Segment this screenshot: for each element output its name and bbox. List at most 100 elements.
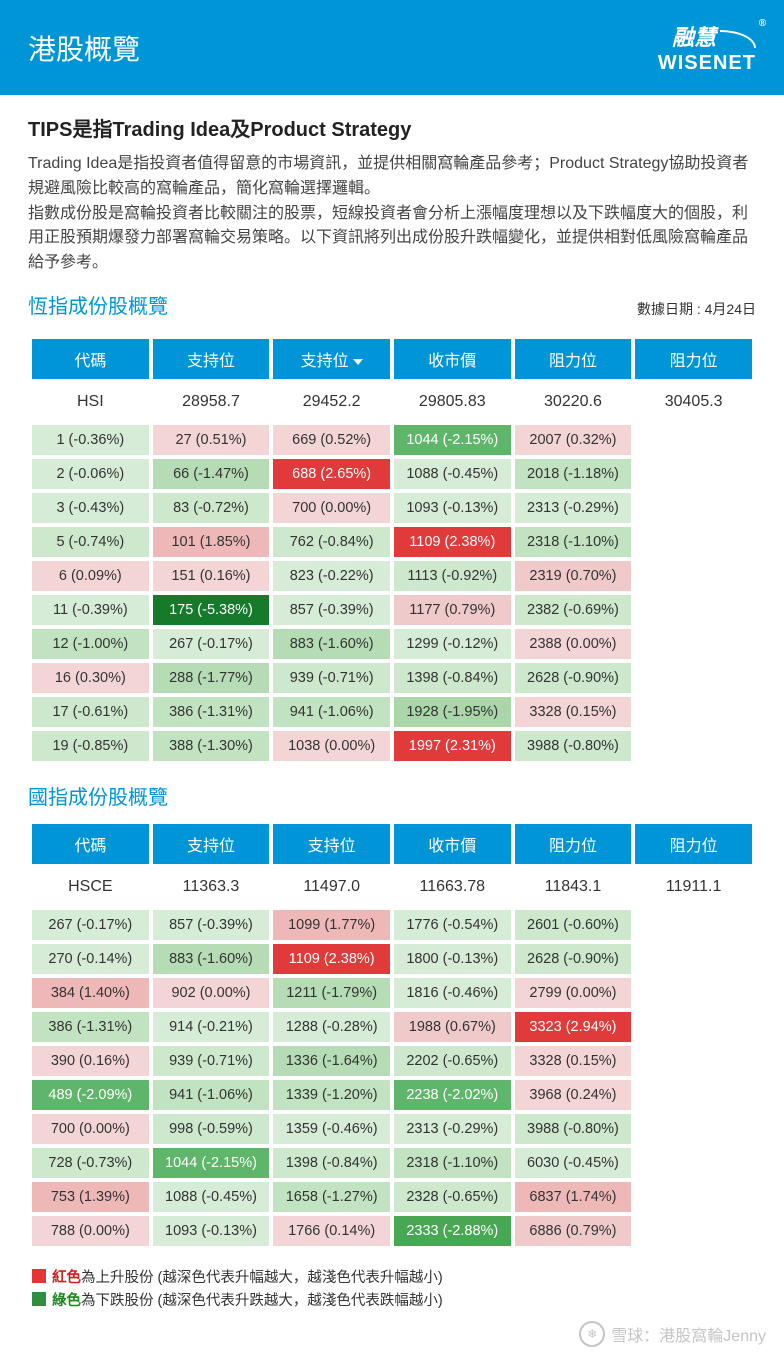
stock-cell[interactable]: 3988 (-0.80%) bbox=[515, 731, 632, 761]
stock-cell[interactable]: 83 (-0.72%) bbox=[153, 493, 270, 523]
stock-cell[interactable]: 175 (-5.38%) bbox=[153, 595, 270, 625]
stock-cell[interactable]: 11 (-0.39%) bbox=[32, 595, 149, 625]
col-header[interactable]: 支持位 bbox=[153, 339, 270, 379]
stock-cell[interactable]: 3323 (2.94%) bbox=[515, 1012, 632, 1042]
col-header[interactable]: 收市價 bbox=[394, 824, 511, 864]
stock-cell[interactable]: 2601 (-0.60%) bbox=[515, 910, 632, 940]
stock-cell[interactable]: 2319 (0.70%) bbox=[515, 561, 632, 591]
stock-cell[interactable]: 17 (-0.61%) bbox=[32, 697, 149, 727]
stock-cell[interactable]: 1088 (-0.45%) bbox=[394, 459, 511, 489]
stock-cell[interactable]: 1336 (-1.64%) bbox=[273, 1046, 390, 1076]
stock-cell[interactable]: 1109 (2.38%) bbox=[394, 527, 511, 557]
stock-cell[interactable]: 5 (-0.74%) bbox=[32, 527, 149, 557]
stock-cell[interactable]: 2238 (-2.02%) bbox=[394, 1080, 511, 1110]
stock-cell[interactable]: 728 (-0.73%) bbox=[32, 1148, 149, 1178]
stock-cell[interactable]: 2799 (0.00%) bbox=[515, 978, 632, 1008]
stock-cell[interactable]: 1997 (2.31%) bbox=[394, 731, 511, 761]
stock-cell[interactable]: 1088 (-0.45%) bbox=[153, 1182, 270, 1212]
stock-cell[interactable]: 762 (-0.84%) bbox=[273, 527, 390, 557]
stock-cell[interactable]: 2313 (-0.29%) bbox=[394, 1114, 511, 1144]
stock-cell[interactable]: 2318 (-1.10%) bbox=[515, 527, 632, 557]
stock-cell[interactable]: 857 (-0.39%) bbox=[153, 910, 270, 940]
stock-cell[interactable]: 3 (-0.43%) bbox=[32, 493, 149, 523]
stock-cell[interactable]: 1359 (-0.46%) bbox=[273, 1114, 390, 1144]
stock-cell[interactable]: 1339 (-1.20%) bbox=[273, 1080, 390, 1110]
stock-cell[interactable]: 6837 (1.74%) bbox=[515, 1182, 632, 1212]
stock-cell[interactable]: 1044 (-2.15%) bbox=[394, 425, 511, 455]
stock-cell[interactable]: 1177 (0.79%) bbox=[394, 595, 511, 625]
stock-cell[interactable]: 3968 (0.24%) bbox=[515, 1080, 632, 1110]
stock-cell[interactable]: 101 (1.85%) bbox=[153, 527, 270, 557]
stock-cell[interactable]: 288 (-1.77%) bbox=[153, 663, 270, 693]
stock-cell[interactable]: 6030 (-0.45%) bbox=[515, 1148, 632, 1178]
stock-cell[interactable]: 1398 (-0.84%) bbox=[273, 1148, 390, 1178]
col-header[interactable]: 支持位 bbox=[273, 824, 390, 864]
col-header[interactable]: 阻力位 bbox=[635, 824, 752, 864]
stock-cell[interactable]: 1288 (-0.28%) bbox=[273, 1012, 390, 1042]
stock-cell[interactable]: 939 (-0.71%) bbox=[273, 663, 390, 693]
stock-cell[interactable]: 1044 (-2.15%) bbox=[153, 1148, 270, 1178]
stock-cell[interactable]: 998 (-0.59%) bbox=[153, 1114, 270, 1144]
stock-cell[interactable]: 2628 (-0.90%) bbox=[515, 944, 632, 974]
stock-cell[interactable]: 941 (-1.06%) bbox=[153, 1080, 270, 1110]
stock-cell[interactable]: 384 (1.40%) bbox=[32, 978, 149, 1008]
stock-cell[interactable]: 2 (-0.06%) bbox=[32, 459, 149, 489]
stock-cell[interactable]: 3328 (0.15%) bbox=[515, 1046, 632, 1076]
stock-cell[interactable]: 267 (-0.17%) bbox=[32, 910, 149, 940]
stock-cell[interactable]: 883 (-1.60%) bbox=[153, 944, 270, 974]
stock-cell[interactable]: 267 (-0.17%) bbox=[153, 629, 270, 659]
stock-cell[interactable]: 6 (0.09%) bbox=[32, 561, 149, 591]
col-header[interactable]: 收市價 bbox=[394, 339, 511, 379]
stock-cell[interactable]: 1211 (-1.79%) bbox=[273, 978, 390, 1008]
stock-cell[interactable]: 1113 (-0.92%) bbox=[394, 561, 511, 591]
stock-cell[interactable]: 489 (-2.09%) bbox=[32, 1080, 149, 1110]
col-header[interactable]: 代碼 bbox=[32, 824, 149, 864]
col-header[interactable]: 代碼 bbox=[32, 339, 149, 379]
stock-cell[interactable]: 688 (2.65%) bbox=[273, 459, 390, 489]
stock-cell[interactable]: 12 (-1.00%) bbox=[32, 629, 149, 659]
stock-cell[interactable]: 390 (0.16%) bbox=[32, 1046, 149, 1076]
stock-cell[interactable]: 2388 (0.00%) bbox=[515, 629, 632, 659]
stock-cell[interactable]: 1816 (-0.46%) bbox=[394, 978, 511, 1008]
stock-cell[interactable]: 2628 (-0.90%) bbox=[515, 663, 632, 693]
stock-cell[interactable]: 1658 (-1.27%) bbox=[273, 1182, 390, 1212]
col-header[interactable]: 阻力位 bbox=[515, 339, 632, 379]
stock-cell[interactable]: 3988 (-0.80%) bbox=[515, 1114, 632, 1144]
stock-cell[interactable]: 788 (0.00%) bbox=[32, 1216, 149, 1246]
stock-cell[interactable]: 902 (0.00%) bbox=[153, 978, 270, 1008]
stock-cell[interactable]: 1093 (-0.13%) bbox=[394, 493, 511, 523]
stock-cell[interactable]: 1038 (0.00%) bbox=[273, 731, 390, 761]
stock-cell[interactable]: 1928 (-1.95%) bbox=[394, 697, 511, 727]
stock-cell[interactable]: 1398 (-0.84%) bbox=[394, 663, 511, 693]
stock-cell[interactable]: 823 (-0.22%) bbox=[273, 561, 390, 591]
stock-cell[interactable]: 388 (-1.30%) bbox=[153, 731, 270, 761]
stock-cell[interactable]: 2007 (0.32%) bbox=[515, 425, 632, 455]
stock-cell[interactable]: 151 (0.16%) bbox=[153, 561, 270, 591]
col-header[interactable]: 支持位 bbox=[273, 339, 390, 379]
stock-cell[interactable]: 1800 (-0.13%) bbox=[394, 944, 511, 974]
stock-cell[interactable]: 2318 (-1.10%) bbox=[394, 1148, 511, 1178]
stock-cell[interactable]: 386 (-1.31%) bbox=[153, 697, 270, 727]
stock-cell[interactable]: 1 (-0.36%) bbox=[32, 425, 149, 455]
stock-cell[interactable]: 939 (-0.71%) bbox=[153, 1046, 270, 1076]
stock-cell[interactable]: 669 (0.52%) bbox=[273, 425, 390, 455]
stock-cell[interactable]: 27 (0.51%) bbox=[153, 425, 270, 455]
stock-cell[interactable]: 1988 (0.67%) bbox=[394, 1012, 511, 1042]
stock-cell[interactable]: 753 (1.39%) bbox=[32, 1182, 149, 1212]
stock-cell[interactable]: 2313 (-0.29%) bbox=[515, 493, 632, 523]
stock-cell[interactable]: 16 (0.30%) bbox=[32, 663, 149, 693]
stock-cell[interactable]: 270 (-0.14%) bbox=[32, 944, 149, 974]
stock-cell[interactable]: 883 (-1.60%) bbox=[273, 629, 390, 659]
stock-cell[interactable]: 1099 (1.77%) bbox=[273, 910, 390, 940]
stock-cell[interactable]: 941 (-1.06%) bbox=[273, 697, 390, 727]
stock-cell[interactable]: 2018 (-1.18%) bbox=[515, 459, 632, 489]
stock-cell[interactable]: 3328 (0.15%) bbox=[515, 697, 632, 727]
stock-cell[interactable]: 1299 (-0.12%) bbox=[394, 629, 511, 659]
stock-cell[interactable]: 700 (0.00%) bbox=[273, 493, 390, 523]
col-header[interactable]: 阻力位 bbox=[635, 339, 752, 379]
stock-cell[interactable]: 914 (-0.21%) bbox=[153, 1012, 270, 1042]
stock-cell[interactable]: 2333 (-2.88%) bbox=[394, 1216, 511, 1246]
stock-cell[interactable]: 1093 (-0.13%) bbox=[153, 1216, 270, 1246]
stock-cell[interactable]: 1109 (2.38%) bbox=[273, 944, 390, 974]
stock-cell[interactable]: 386 (-1.31%) bbox=[32, 1012, 149, 1042]
